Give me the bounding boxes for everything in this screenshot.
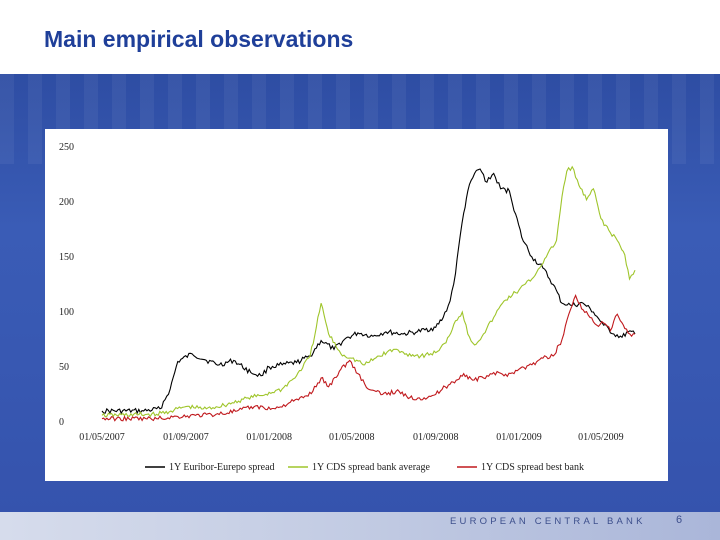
y-tick-label: 250 bbox=[59, 142, 74, 153]
chart-panel: 0 50 100 150 200 250 01/05/2007 01/09/2007 01/0… bbox=[45, 129, 668, 481]
x-tick-label: 01/05/2008 bbox=[329, 432, 375, 443]
y-tick-label: 150 bbox=[59, 252, 74, 263]
plot-area bbox=[101, 165, 636, 422]
x-tick-label: 01/01/2009 bbox=[496, 432, 542, 443]
legend-label: 1Y CDS spread best bank bbox=[481, 462, 584, 473]
y-tick-label: 100 bbox=[59, 307, 74, 318]
x-tick-label: 01/01/2008 bbox=[246, 432, 292, 443]
x-tick-label: 01/09/2008 bbox=[413, 432, 459, 443]
x-tick-label: 01/05/2009 bbox=[578, 432, 624, 443]
legend-label: 1Y CDS spread bank average bbox=[312, 462, 430, 473]
page-number: 6 bbox=[676, 514, 683, 526]
y-tick-label: 0 bbox=[59, 417, 64, 428]
x-tick-label: 01/09/2007 bbox=[163, 432, 209, 443]
footer-bar bbox=[0, 512, 720, 540]
chart-legend: 1Y Euribor-Eurepo spread 1Y CDS spread ba… bbox=[145, 462, 584, 473]
slide-title: Main empirical observations bbox=[44, 26, 354, 52]
series-line bbox=[101, 165, 636, 418]
y-axis: 0 50 100 150 200 250 bbox=[59, 142, 74, 428]
footer-bank-name: EUROPEAN CENTRAL BANK bbox=[450, 516, 646, 527]
series-line bbox=[101, 168, 636, 415]
y-tick-label: 50 bbox=[59, 362, 69, 373]
x-tick-label: 01/05/2007 bbox=[79, 432, 125, 443]
series-line bbox=[101, 294, 636, 422]
y-tick-label: 200 bbox=[59, 197, 74, 208]
x-axis: 01/05/2007 01/09/2007 01/01/2008 01/05/2008… bbox=[79, 432, 623, 443]
legend-label: 1Y Euribor-Eurepo spread bbox=[169, 462, 275, 473]
